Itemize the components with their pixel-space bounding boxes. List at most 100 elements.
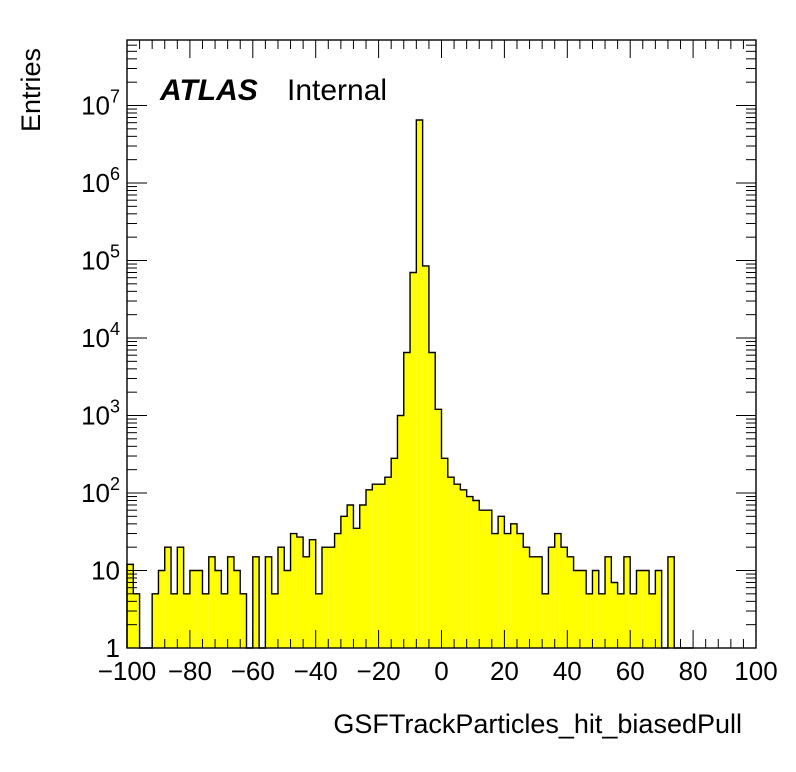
histogram-bin [586, 593, 593, 648]
y-tick-label: 107 [81, 86, 120, 120]
histogram-bin [215, 570, 222, 648]
histogram-bin [567, 556, 574, 648]
histogram-bin [353, 528, 360, 648]
x-tick-label: −40 [294, 656, 338, 686]
x-tick-label: 80 [679, 656, 708, 686]
x-tick-label: −20 [357, 656, 401, 686]
histogram-bin [498, 516, 505, 648]
x-tick-label: −60 [231, 656, 275, 686]
histogram-bin [428, 352, 436, 648]
histogram-bin [491, 533, 499, 648]
histogram-bin [164, 547, 172, 648]
histogram-bin [649, 593, 656, 648]
x-tick-labels: −100 −80 −60 −40 −20 0 20 40 60 80 100 [98, 656, 778, 686]
histogram-bin [529, 556, 536, 648]
histogram-bin [542, 593, 549, 648]
histogram-bin [485, 510, 492, 648]
histogram-bin [265, 556, 272, 648]
histogram-bars [126, 119, 694, 649]
x-tick-label: 60 [616, 656, 645, 686]
histogram-bin [189, 570, 197, 648]
histogram-bin [177, 547, 184, 648]
histogram-bin [504, 533, 511, 648]
histogram-bin [240, 593, 247, 648]
histogram-bin [208, 556, 216, 648]
histogram-bin [227, 556, 234, 648]
histogram-bin [605, 556, 612, 648]
histogram-bin [127, 564, 134, 648]
histogram-bin [366, 489, 373, 648]
histogram-bin [359, 505, 367, 648]
x-tick-label: −80 [168, 656, 212, 686]
histogram-bin [611, 582, 618, 648]
histogram-bin [554, 533, 562, 648]
histogram-bin [598, 593, 606, 648]
x-tick-label: 100 [734, 656, 777, 686]
histogram-bin [321, 547, 329, 648]
y-tick-label: 103 [81, 396, 120, 430]
histogram-bin [623, 556, 631, 648]
histogram-bin [516, 533, 524, 648]
histogram-bin [391, 458, 398, 648]
histogram-bin [296, 537, 304, 648]
histogram-bin [667, 556, 675, 648]
histogram-bin [183, 593, 190, 648]
y-tick-labels: 1 10 102 103 104 105 106 107 [81, 86, 120, 663]
y-tick-label: 106 [81, 164, 120, 198]
histogram-bin [460, 489, 467, 648]
atlas-status-label: Internal [287, 74, 387, 107]
histogram-bin [309, 539, 316, 648]
histogram-bin [466, 496, 473, 648]
histogram-bin [378, 484, 385, 648]
histogram-bin [271, 593, 278, 648]
histogram-bin [472, 500, 480, 648]
histogram-bin [579, 570, 587, 648]
histogram-bin [617, 593, 624, 648]
histogram-bin [454, 484, 461, 648]
histogram-bin [158, 570, 165, 648]
histogram-bin [152, 593, 159, 648]
histogram-bin [397, 415, 404, 648]
histogram-outline [126, 119, 694, 649]
y-tick-label: 104 [81, 319, 120, 353]
histogram-bin [636, 570, 643, 648]
histogram-bin [334, 533, 341, 648]
histogram-bin [655, 570, 662, 648]
plot-frame [126, 39, 757, 649]
y-tick-label: 102 [81, 474, 120, 508]
histogram-bin [171, 593, 178, 648]
histogram-bin [422, 265, 429, 648]
histogram-bin [340, 516, 348, 648]
y-tick-label: 10 [91, 555, 120, 585]
histogram-bin [548, 547, 555, 648]
histogram-bin [277, 547, 285, 648]
y-tick-label: 1 [106, 633, 120, 663]
histogram-bin [252, 556, 260, 648]
histogram-bin [441, 458, 448, 648]
histogram-bin [290, 533, 297, 648]
histogram-bin [410, 272, 417, 648]
histogram-bin [202, 593, 209, 648]
x-tick-label: 20 [490, 656, 519, 686]
y-tick-label: 105 [81, 241, 120, 275]
x-tick-label: 0 [434, 656, 448, 686]
x-tick-label: 40 [553, 656, 582, 686]
histogram-bin [347, 505, 354, 648]
histogram-bin [372, 484, 379, 648]
atlas-label: ATLAS [159, 74, 258, 107]
y-axis-title: Entries [16, 48, 46, 132]
x-tick-label: −100 [98, 656, 157, 686]
histogram-bin [447, 477, 455, 648]
histogram-bin [303, 556, 310, 648]
x-axis-title: GSFTrackParticles_hit_biasedPull [333, 709, 742, 739]
histogram-bin [403, 352, 411, 648]
histogram-bin [196, 570, 203, 648]
histogram-bin [479, 510, 486, 648]
histogram-bin [416, 119, 423, 649]
histogram-bin [133, 593, 140, 648]
axis-ticks [126, 39, 757, 649]
histogram-bin [384, 477, 392, 648]
histogram-bin [328, 547, 335, 648]
histogram-bin [561, 547, 568, 648]
